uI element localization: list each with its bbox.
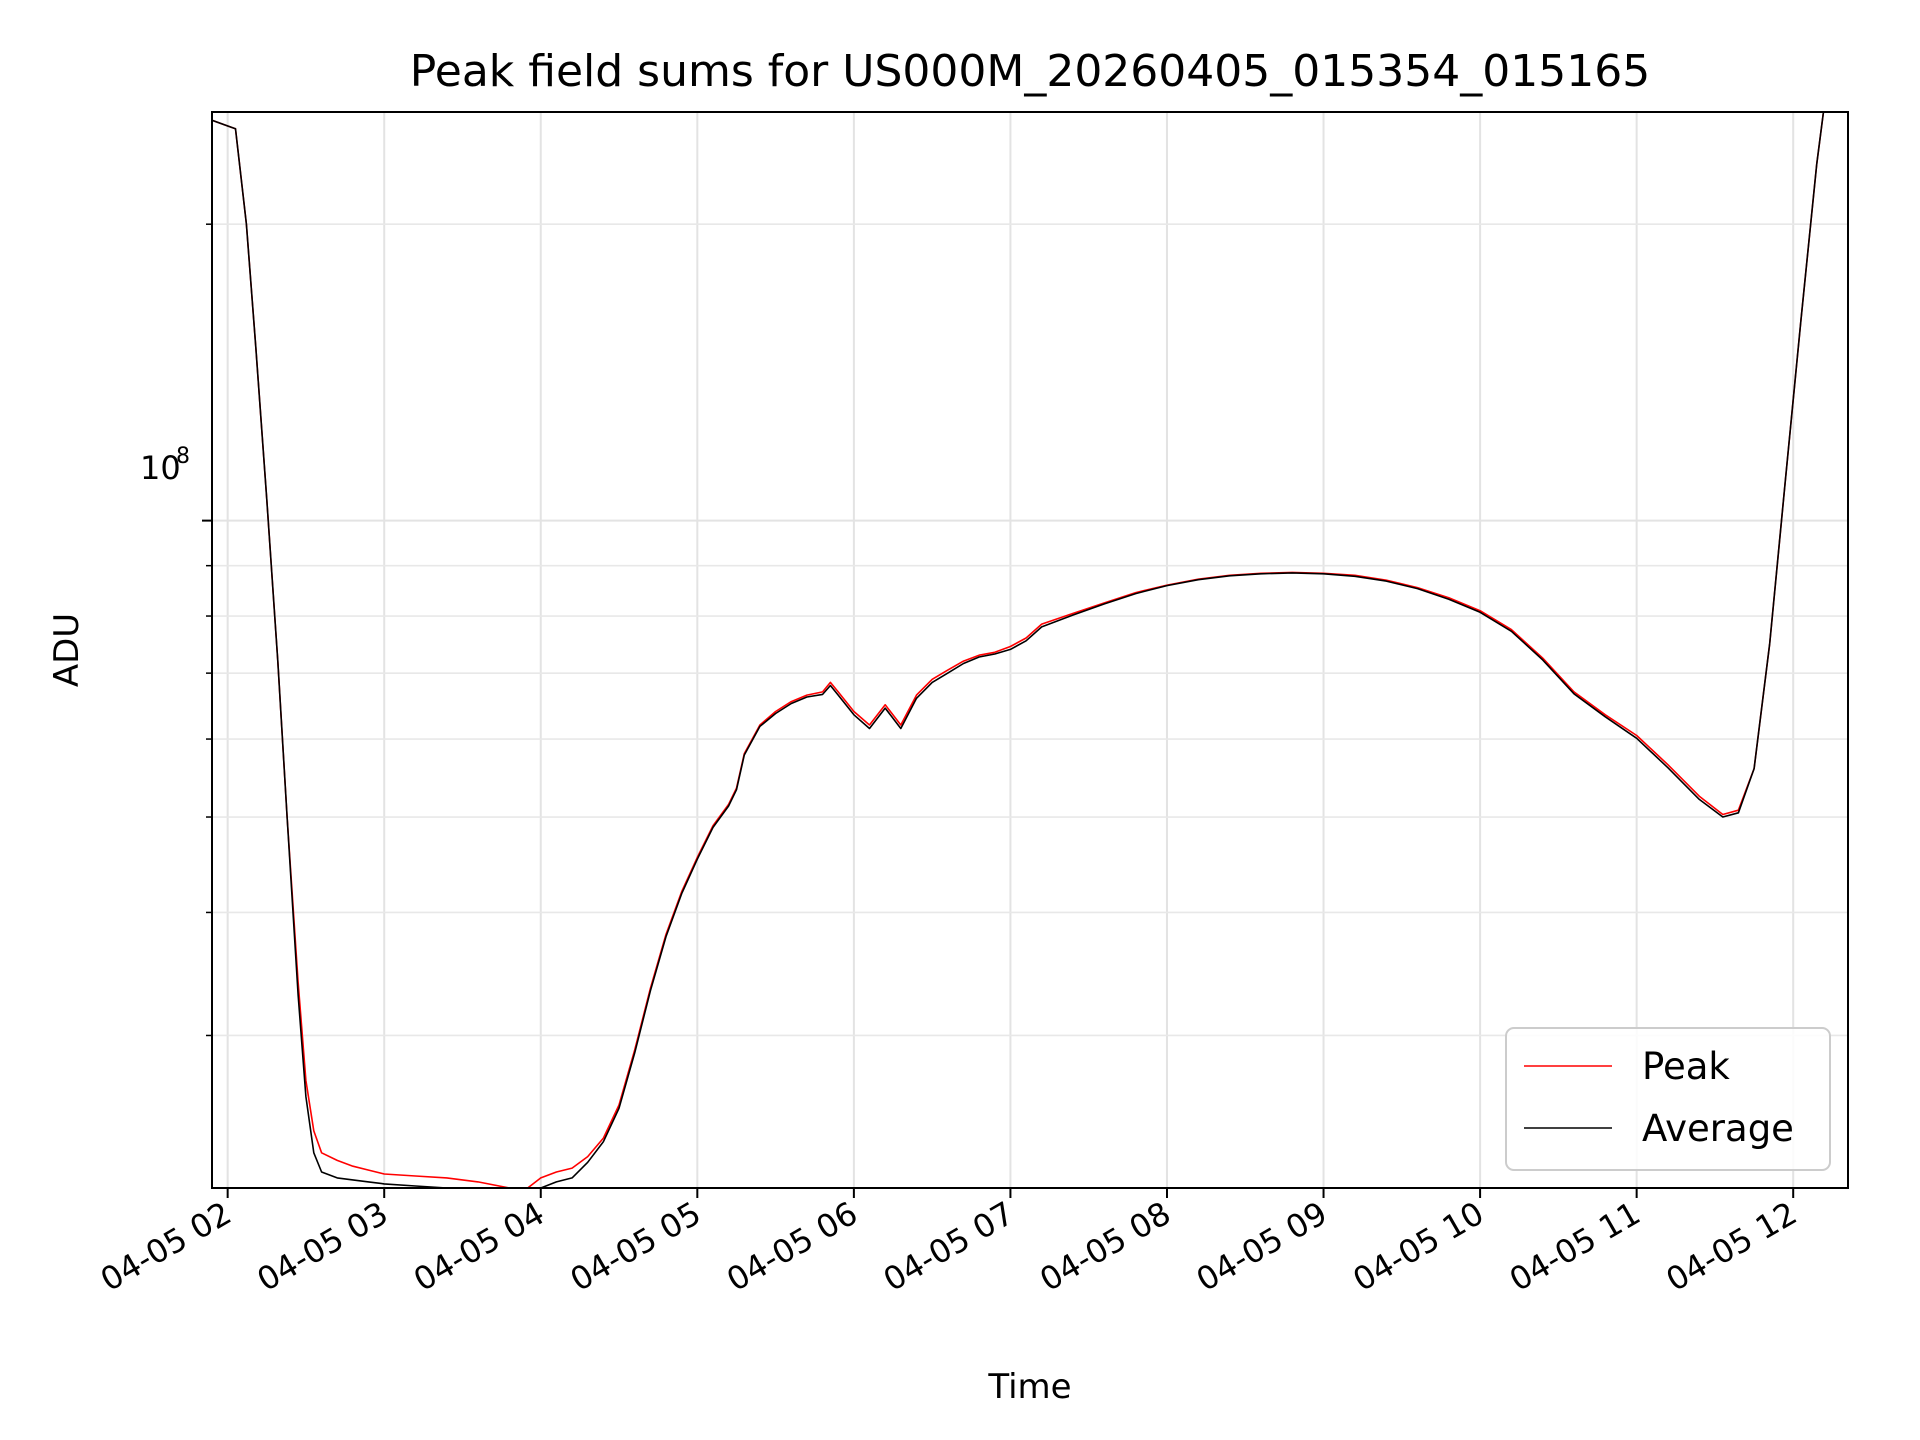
legend-box (1505, 1027, 1831, 1171)
y-major-tick-label: 10 8 (140, 444, 190, 487)
x-axis-title: Time (987, 1367, 1071, 1407)
series-layer (212, 112, 1825, 1188)
legend-label-average: Average (1642, 1107, 1794, 1150)
y-major-tick-exponent: 8 (176, 444, 190, 469)
y-major-tick-base: 10 (140, 449, 181, 487)
series-line-average (212, 112, 1825, 1188)
plot-frame (211, 111, 1849, 1189)
legend-label-peak: Peak (1642, 1045, 1730, 1088)
chart-title: Peak field sums for US000M_20260405_0153… (410, 46, 1650, 97)
grid-layer (212, 112, 1848, 1188)
legend: Peak Average (1505, 1027, 1831, 1171)
y-axis-title: ADU (47, 613, 87, 687)
series-line-peak (212, 112, 1825, 1188)
